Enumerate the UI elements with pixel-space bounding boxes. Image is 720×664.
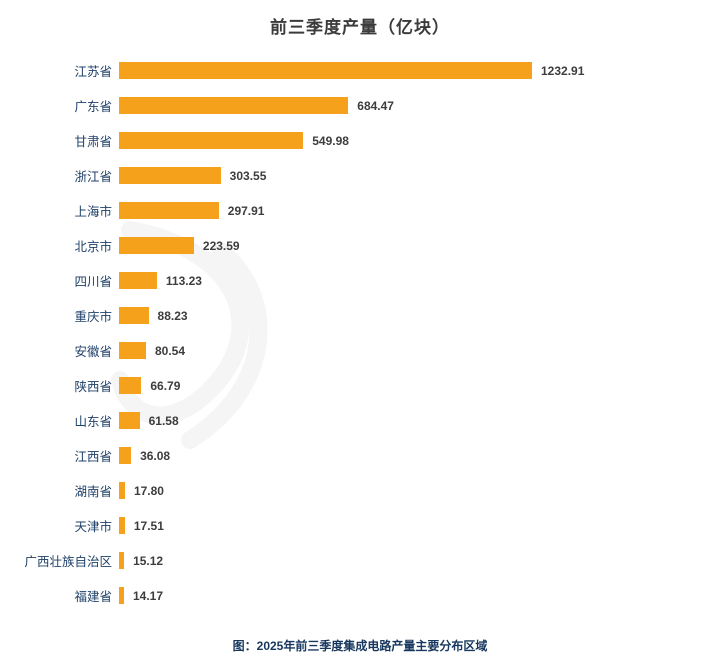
bar (119, 272, 157, 289)
value-label: 297.91 (227, 203, 265, 218)
chart-row: 福建省 14.17 (0, 578, 720, 613)
chart-row: 陕西省 66.79 (0, 368, 720, 403)
bar (119, 552, 125, 569)
chart-row: 重庆市 88.23 (0, 298, 720, 333)
value-label: 17.80 (133, 483, 164, 498)
value-label: 66.79 (150, 378, 181, 393)
chart-row: 安徽省 80.54 (0, 333, 720, 368)
chart-row: 北京市 223.59 (0, 228, 720, 263)
category-label: 广西壮族自治区 (24, 555, 112, 569)
bar (119, 342, 146, 359)
value-label: 549.98 (312, 133, 349, 148)
value-label: 88.23 (157, 308, 188, 323)
category-label: 天津市 (74, 520, 112, 534)
category-label: 浙江省 (74, 170, 112, 184)
value-label: 61.58 (148, 413, 179, 428)
bar (119, 167, 221, 184)
chart-row: 江西省 36.08 (0, 438, 720, 473)
value-label: 1232.91 (541, 63, 585, 78)
chart-row: 江苏省 1232.91 (0, 53, 720, 88)
bar (119, 517, 125, 534)
bar (119, 202, 219, 219)
chart-row: 上海市 297.91 (0, 193, 720, 228)
category-label: 广东省 (74, 100, 112, 114)
chart-row: 广西壮族自治区 15.12 (0, 543, 720, 578)
bar (119, 97, 349, 114)
chart-rows: 江苏省 1232.91 广东省 684.47 甘肃省 549.98 浙江省 303.55 上海市… (0, 53, 720, 613)
category-label: 福建省 (74, 590, 112, 604)
value-label: 80.54 (154, 343, 185, 358)
chart-caption: 图：2025年前三季度集成电路产量主要分布区域 (232, 639, 488, 653)
value-label: 14.17 (133, 588, 164, 603)
chart-row: 湖南省 17.80 (0, 473, 720, 508)
category-label: 重庆市 (74, 310, 112, 324)
chart-row: 浙江省 303.55 (0, 158, 720, 193)
bar (119, 62, 532, 79)
chart-row: 四川省 113.23 (0, 263, 720, 298)
value-label: 684.47 (357, 98, 394, 113)
category-label: 四川省 (74, 275, 112, 289)
category-label: 北京市 (74, 240, 112, 254)
value-label: 15.12 (133, 553, 164, 568)
category-label: 上海市 (74, 205, 112, 219)
value-label: 303.55 (229, 168, 267, 183)
category-label: 江苏省 (74, 65, 112, 79)
bar (119, 377, 142, 394)
bar (119, 587, 124, 604)
category-label: 陕西省 (74, 380, 112, 394)
category-label: 湖南省 (74, 485, 112, 499)
bar (119, 307, 149, 324)
chart-row: 甘肃省 549.98 (0, 123, 720, 158)
chart-row: 广东省 684.47 (0, 88, 720, 123)
value-label: 113.23 (165, 273, 202, 288)
category-label: 山东省 (74, 415, 112, 429)
chart-title: 前三季度产量（亿块） (270, 18, 450, 37)
category-label: 安徽省 (74, 345, 112, 359)
value-label: 223.59 (202, 238, 240, 253)
value-label: 17.51 (133, 518, 164, 533)
category-label: 江西省 (74, 450, 112, 464)
chart-row: 山东省 61.58 (0, 403, 720, 438)
chart-row: 天津市 17.51 (0, 508, 720, 543)
bar (119, 447, 132, 464)
value-label: 36.08 (140, 448, 171, 463)
bar (119, 132, 304, 149)
bar-chart: 江苏省 1232.91 广东省 684.47 甘肃省 549.98 浙江省 303.55 上海市… (0, 53, 720, 613)
bar (119, 482, 125, 499)
bar (119, 237, 194, 254)
category-label: 甘肃省 (74, 135, 112, 149)
bar (119, 412, 140, 429)
